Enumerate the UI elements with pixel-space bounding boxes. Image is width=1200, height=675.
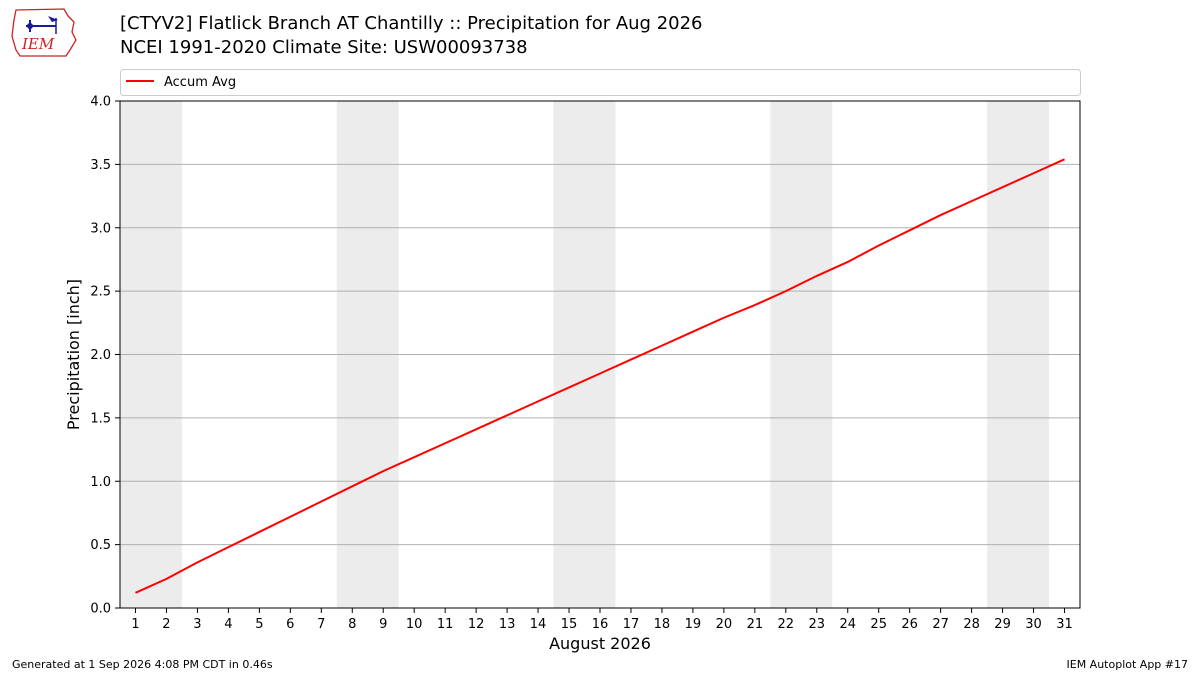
- x-tick-label: 18: [654, 617, 671, 632]
- x-tick-label: 13: [499, 617, 516, 632]
- x-tick-label: 21: [747, 617, 764, 632]
- x-tick-label: 19: [685, 617, 702, 632]
- x-tick-label: 25: [870, 617, 887, 632]
- y-tick-label: 3.5: [90, 158, 111, 173]
- x-tick-label: 9: [379, 617, 387, 632]
- x-tick-label: 15: [561, 617, 578, 632]
- y-tick-label: 1.0: [90, 475, 111, 490]
- x-tick-label: 11: [437, 617, 454, 632]
- x-axis-ticks: 1 2 3 4 5 6 7 8 9 10 11 12 13 14 15 16 17 18 19 20 21 22 23 24 2…: [131, 608, 1073, 632]
- legend-box: [120, 69, 1081, 96]
- x-tick-label: 12: [468, 617, 485, 632]
- x-tick-label: 10: [406, 617, 423, 632]
- x-tick-label: 4: [224, 617, 232, 632]
- x-tick-label: 3: [193, 617, 201, 632]
- x-tick-label: 31: [1056, 617, 1073, 632]
- y-tick-label: 4.0: [90, 95, 111, 110]
- x-tick-label: 28: [963, 617, 980, 632]
- x-tick-label: 24: [839, 617, 856, 632]
- legend: Accum Avg: [120, 69, 1081, 96]
- generated-timestamp: Generated at 1 Sep 2026 4:08 PM CDT in 0…: [12, 658, 273, 671]
- x-tick-label: 30: [1025, 617, 1042, 632]
- y-tick-label: 3.0: [90, 221, 111, 236]
- x-tick-label: 1: [131, 617, 139, 632]
- x-tick-label: 6: [286, 617, 294, 632]
- x-tick-label: 7: [317, 617, 325, 632]
- x-tick-label: 22: [778, 617, 795, 632]
- y-axis-label: Precipitation [inch]: [64, 279, 83, 430]
- x-tick-label: 14: [530, 617, 547, 632]
- x-tick-label: 2: [162, 617, 170, 632]
- y-tick-label: 0.0: [90, 602, 111, 617]
- app-label: IEM Autoplot App #17: [1066, 658, 1189, 671]
- legend-label: Accum Avg: [164, 75, 236, 90]
- iem-logo: IEM: [11, 8, 77, 57]
- y-tick-label: 2.5: [90, 285, 111, 300]
- chart-title: [CTYV2] Flatlick Branch AT Chantilly :: …: [120, 13, 703, 34]
- series-layer: [135, 158, 1065, 594]
- x-axis-label: August 2026: [549, 634, 651, 653]
- y-tick-label: 1.5: [90, 411, 111, 426]
- chart-subtitle: NCEI 1991-2020 Climate Site: USW00093738: [120, 37, 528, 58]
- y-tick-label: 2.0: [90, 348, 111, 363]
- logo-text: IEM: [21, 35, 55, 53]
- x-tick-label: 17: [623, 617, 640, 632]
- y-tick-label: 0.5: [90, 538, 111, 553]
- x-tick-label: 8: [348, 617, 356, 632]
- y-axis-ticks: 0.0 0.5 1.0 1.5 2.0 2.5 3.0 3.5 4.0: [90, 95, 120, 617]
- x-tick-label: 20: [716, 617, 733, 632]
- x-tick-label: 16: [592, 617, 609, 632]
- x-tick-label: 29: [994, 617, 1011, 632]
- x-tick-label: 26: [901, 617, 918, 632]
- x-tick-label: 23: [809, 617, 826, 632]
- x-tick-label: 5: [255, 617, 263, 632]
- x-tick-label: 27: [932, 617, 949, 632]
